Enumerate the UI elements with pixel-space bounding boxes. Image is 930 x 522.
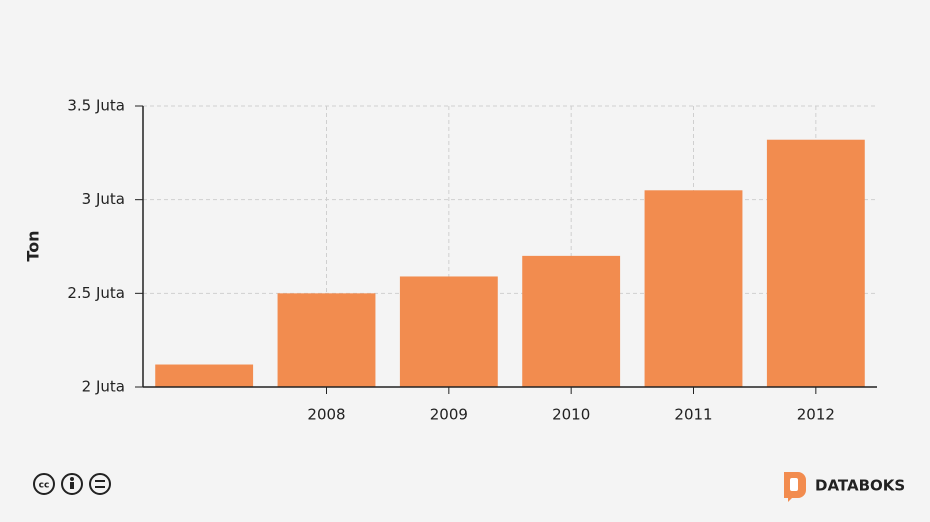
bar [644,190,743,387]
bar [766,139,865,387]
brand-logo: DATABOKS [784,472,905,502]
x-tick-label: 2010 [552,406,590,424]
bar [277,293,376,387]
x-tick-label: 2011 [674,406,712,424]
cc-icons: cc [33,473,111,495]
y-tick-label: 2.5 Juta [67,284,125,302]
svg-text:cc: cc [39,481,50,491]
bar [522,255,621,387]
x-tick-label: 2008 [307,406,345,424]
x-tick-label: 2009 [430,406,468,424]
x-tick-label: 2012 [797,406,835,424]
y-tick-label: 3 Juta [82,190,125,208]
bar [155,364,254,387]
brand-name: DATABOKS [815,477,905,495]
bar [399,276,498,387]
y-axis-title: Ton [24,230,43,261]
y-tick-label: 3.5 Juta [67,97,125,115]
y-tick-label: 2 Juta [82,378,125,396]
